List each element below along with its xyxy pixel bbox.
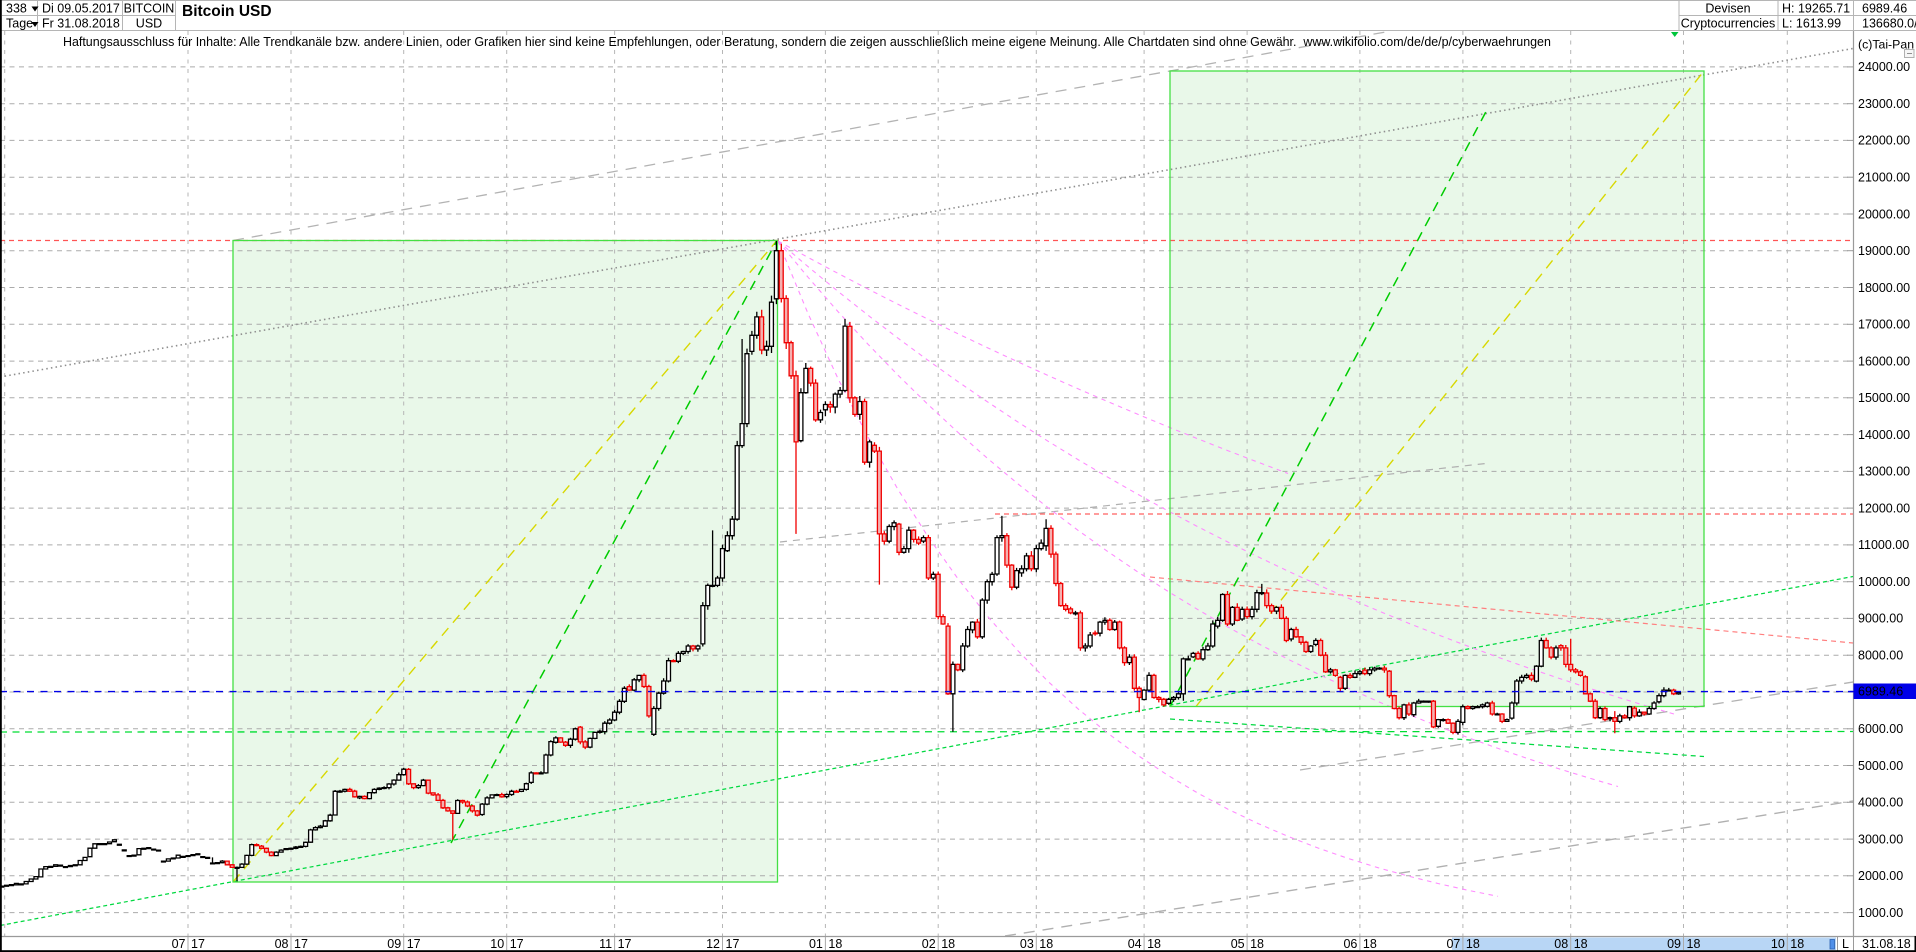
svg-text:10: 10	[1771, 937, 1785, 951]
svg-text:11000.00: 11000.00	[1858, 538, 1909, 552]
svg-text:L: L	[1842, 937, 1849, 951]
svg-text:12: 12	[706, 937, 720, 951]
svg-text:10000.00: 10000.00	[1858, 575, 1910, 589]
svg-text:09: 09	[387, 937, 401, 951]
svg-text:21000.00: 21000.00	[1858, 171, 1910, 185]
svg-text:18: 18	[1250, 937, 1264, 951]
svg-text:03: 03	[1020, 937, 1034, 951]
svg-text:17000.00: 17000.00	[1858, 318, 1910, 332]
svg-text:20000.00: 20000.00	[1858, 207, 1910, 221]
svg-text:14000.00: 14000.00	[1858, 428, 1910, 442]
svg-text:18: 18	[1039, 937, 1053, 951]
svg-text:5000.00: 5000.00	[1858, 759, 1903, 773]
svg-text:08: 08	[1554, 937, 1568, 951]
svg-text:18: 18	[1363, 937, 1377, 951]
svg-text:Devisen: Devisen	[1705, 2, 1750, 16]
svg-text:18: 18	[1687, 937, 1701, 951]
svg-text:6000.00: 6000.00	[1858, 722, 1903, 736]
svg-text:Di 09.05.2017: Di 09.05.2017	[42, 2, 120, 16]
svg-text:8000.00: 8000.00	[1858, 649, 1903, 663]
svg-text:136680.0/: 136680.0/	[1862, 17, 1916, 31]
svg-text:(c)Tai-Pan: (c)Tai-Pan	[1858, 38, 1914, 52]
svg-text:Haftungsausschluss für Inhalte: Haftungsausschluss für Inhalte: Alle Tre…	[63, 35, 1551, 49]
svg-text:18: 18	[1466, 937, 1480, 951]
svg-text:17: 17	[510, 937, 524, 951]
svg-text:31.08.18: 31.08.18	[1862, 937, 1911, 951]
svg-text:17: 17	[726, 937, 740, 951]
svg-text:10: 10	[490, 937, 504, 951]
svg-text:18: 18	[1147, 937, 1161, 951]
svg-text:338: 338	[6, 2, 27, 16]
svg-text:USD: USD	[136, 17, 162, 31]
svg-text:17: 17	[618, 937, 632, 951]
svg-text:4000.00: 4000.00	[1858, 796, 1903, 810]
svg-text:H: 19265.71: H: 19265.71	[1782, 2, 1850, 16]
svg-text:08: 08	[275, 937, 289, 951]
svg-text:Cryptocurrencies: Cryptocurrencies	[1681, 17, 1775, 31]
svg-text:13000.00: 13000.00	[1858, 465, 1910, 479]
svg-text:06: 06	[1343, 937, 1357, 951]
svg-text:Fr 31.08.2018: Fr 31.08.2018	[42, 17, 120, 31]
svg-text:18: 18	[941, 937, 955, 951]
svg-text:18: 18	[1790, 937, 1804, 951]
svg-text:07: 07	[1446, 937, 1460, 951]
svg-text:22000.00: 22000.00	[1858, 134, 1910, 148]
svg-text:9000.00: 9000.00	[1858, 612, 1903, 626]
svg-text:BITCOIN: BITCOIN	[124, 2, 175, 16]
svg-text:1000.00: 1000.00	[1858, 906, 1903, 920]
svg-text:04: 04	[1128, 937, 1142, 951]
svg-text:17: 17	[191, 937, 205, 951]
svg-text:3000.00: 3000.00	[1858, 832, 1903, 846]
svg-text:17: 17	[294, 937, 308, 951]
svg-text:6989.46: 6989.46	[1858, 685, 1903, 699]
svg-text:Bitcoin USD: Bitcoin USD	[182, 3, 272, 20]
svg-text:07: 07	[172, 937, 186, 951]
svg-text:16000.00: 16000.00	[1858, 354, 1910, 368]
svg-text:19000.00: 19000.00	[1858, 244, 1910, 258]
svg-text:17: 17	[407, 937, 421, 951]
svg-text:18: 18	[828, 937, 842, 951]
svg-text:23000.00: 23000.00	[1858, 97, 1910, 111]
svg-text:11: 11	[599, 937, 612, 951]
svg-text:2000.00: 2000.00	[1858, 869, 1903, 883]
svg-text:18: 18	[1574, 937, 1588, 951]
svg-text:6989.46: 6989.46	[1862, 2, 1907, 16]
svg-text:12000.00: 12000.00	[1858, 501, 1910, 515]
svg-text:Tage: Tage	[6, 17, 33, 31]
svg-text:18000.00: 18000.00	[1858, 281, 1910, 295]
svg-text:L: 1613.99: L: 1613.99	[1782, 17, 1841, 31]
svg-text:01: 01	[809, 937, 823, 951]
svg-text:15000.00: 15000.00	[1858, 391, 1910, 405]
svg-text:24000.00: 24000.00	[1858, 60, 1910, 74]
svg-text:02: 02	[922, 937, 936, 951]
svg-text:05: 05	[1231, 937, 1245, 951]
svg-text:09: 09	[1667, 937, 1681, 951]
